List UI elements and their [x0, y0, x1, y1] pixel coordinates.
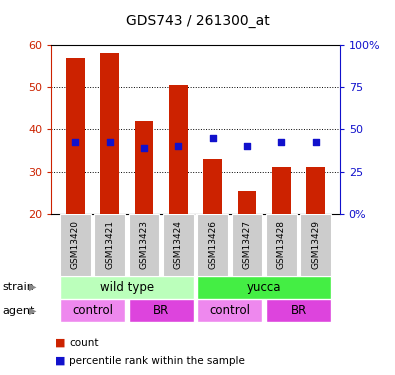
Text: GSM13424: GSM13424	[174, 220, 183, 269]
Text: BR: BR	[290, 304, 307, 317]
Bar	[197, 214, 228, 276]
Bar	[135, 121, 154, 214]
Text: GSM13426: GSM13426	[208, 220, 217, 269]
Bar	[197, 276, 331, 299]
Text: strain: strain	[2, 282, 34, 292]
Bar	[231, 214, 262, 276]
Text: ▶: ▶	[29, 306, 36, 315]
Text: control: control	[209, 304, 250, 317]
Point	[209, 135, 216, 141]
Bar	[266, 214, 297, 276]
Point	[278, 139, 284, 145]
Bar	[60, 214, 91, 276]
Bar	[129, 214, 160, 276]
Bar	[163, 214, 194, 276]
Bar	[94, 214, 125, 276]
Text: GSM13423: GSM13423	[139, 220, 149, 269]
Point	[107, 139, 113, 145]
Text: percentile rank within the sample: percentile rank within the sample	[69, 356, 245, 366]
Bar	[100, 54, 119, 214]
Bar	[306, 167, 325, 214]
Point	[244, 143, 250, 149]
Text: ■: ■	[55, 356, 66, 366]
Bar	[60, 299, 125, 322]
Bar	[66, 58, 85, 214]
Bar	[237, 190, 256, 214]
Text: GSM13420: GSM13420	[71, 220, 80, 269]
Bar	[60, 276, 194, 299]
Point	[175, 143, 182, 149]
Bar	[266, 299, 331, 322]
Point	[312, 139, 319, 145]
Text: GSM13421: GSM13421	[105, 220, 114, 269]
Bar	[203, 159, 222, 214]
Text: BR: BR	[153, 304, 169, 317]
Text: ▶: ▶	[29, 282, 36, 292]
Point	[141, 146, 147, 152]
Bar	[300, 214, 331, 276]
Text: GDS743 / 261300_at: GDS743 / 261300_at	[126, 13, 269, 28]
Bar	[197, 299, 262, 322]
Text: GSM13427: GSM13427	[243, 220, 252, 269]
Bar	[129, 299, 194, 322]
Text: GSM13429: GSM13429	[311, 220, 320, 269]
Text: control: control	[72, 304, 113, 317]
Bar	[169, 85, 188, 214]
Text: wild type: wild type	[100, 281, 154, 294]
Bar	[272, 167, 291, 214]
Text: GSM13428: GSM13428	[277, 220, 286, 269]
Text: ■: ■	[55, 338, 66, 348]
Point	[72, 139, 79, 145]
Text: yucca: yucca	[247, 281, 281, 294]
Text: count: count	[69, 338, 99, 348]
Text: agent: agent	[2, 306, 34, 315]
